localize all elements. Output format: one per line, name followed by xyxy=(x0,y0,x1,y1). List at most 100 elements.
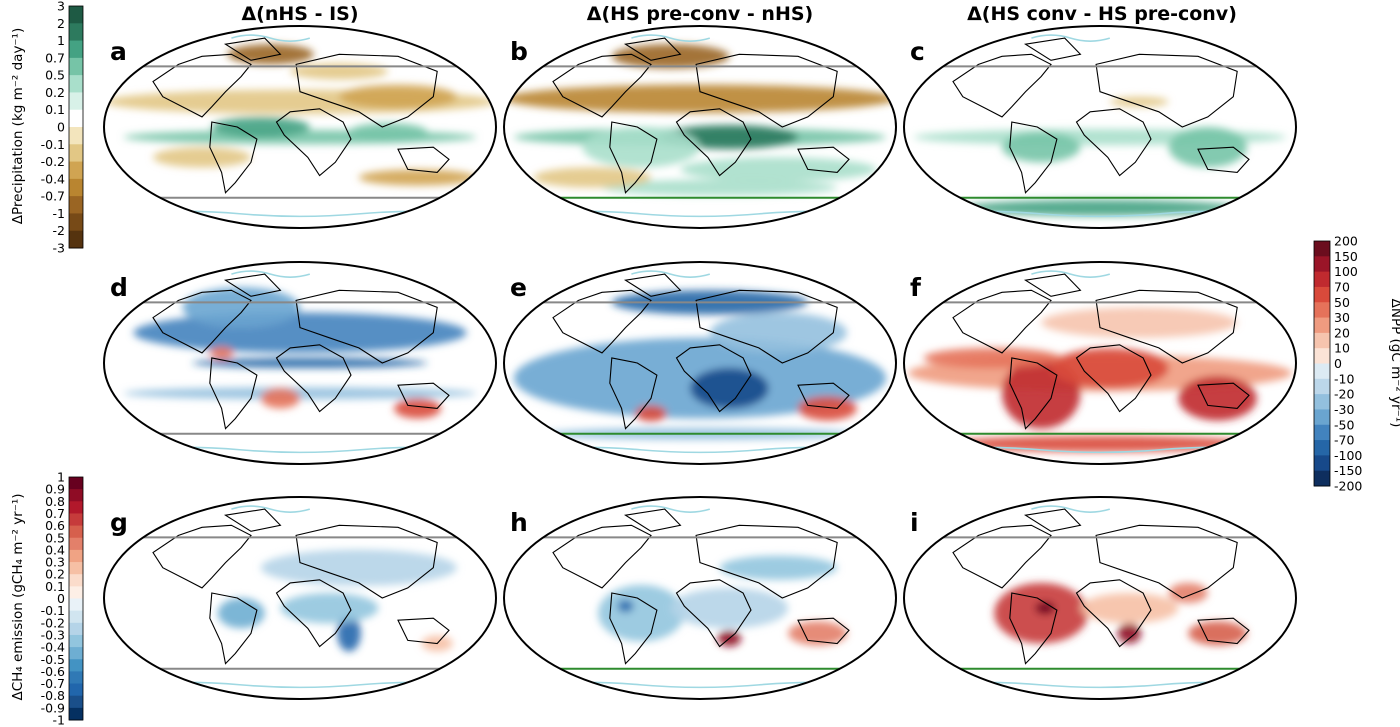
colorbar-swatch xyxy=(69,57,83,76)
ice-sheet-outline xyxy=(1031,505,1111,513)
map-panel xyxy=(104,26,496,228)
colorbar-swatch xyxy=(1314,302,1330,319)
colorbar-swatch xyxy=(69,92,83,111)
colorbar-tick-label: 3 xyxy=(57,0,65,14)
coastline xyxy=(295,53,438,128)
anomaly-field xyxy=(1178,376,1257,421)
coastline xyxy=(609,357,658,430)
anomaly-field xyxy=(617,600,634,613)
coastline xyxy=(1009,357,1058,430)
colorbar-swatch xyxy=(1314,470,1330,487)
colorbar-swatch xyxy=(1314,409,1330,426)
anomaly-field xyxy=(788,621,847,646)
map-panel xyxy=(104,497,496,699)
colorbar-tick-label: -200 xyxy=(1334,479,1362,494)
colorbar-tick-label: 0.6 xyxy=(45,518,65,533)
colorbar-tick-label: 0 xyxy=(57,120,65,135)
coastline xyxy=(397,146,450,173)
map-panels: a b c d e f g h i xyxy=(103,25,1297,700)
panel-label: b xyxy=(510,37,528,66)
anomaly-field xyxy=(153,147,251,168)
anomaly-field xyxy=(798,396,857,421)
map-frame xyxy=(503,25,897,229)
coastline xyxy=(275,579,352,648)
map-frame xyxy=(103,25,497,229)
colorbar-swatch xyxy=(1314,241,1330,257)
colorbar-swatch xyxy=(69,586,83,599)
colorbar-tick-label: 50 xyxy=(1334,295,1350,310)
column-title-3: Δ(HS conv - HS pre-conv) xyxy=(967,3,1237,25)
coastline xyxy=(209,592,258,665)
ice-sheet-outline xyxy=(231,505,311,513)
map-frame xyxy=(103,496,497,700)
colorbar-swatch xyxy=(69,230,83,249)
coastline xyxy=(797,146,850,173)
colorbar-swatch xyxy=(69,40,83,59)
colorbar-swatch xyxy=(69,109,83,128)
colorbar-tick-label: -50 xyxy=(1334,417,1354,432)
map-frame xyxy=(903,496,1297,700)
anomaly-field xyxy=(227,44,314,65)
colorbar-swatch xyxy=(69,513,83,527)
colorbar-swatch xyxy=(1314,256,1330,273)
colorbar-swatch xyxy=(69,634,83,648)
colorbar-swatch xyxy=(69,598,83,612)
colorbar-swatch xyxy=(69,610,83,624)
panel-label: a xyxy=(110,37,127,66)
panel-label: e xyxy=(510,273,527,302)
colorbar-tick-label: -0.6 xyxy=(41,664,65,679)
coastline xyxy=(952,289,1052,354)
colorbar-swatch xyxy=(1314,363,1330,380)
colorbar-tick-label: -0.7 xyxy=(41,676,65,691)
coastline xyxy=(223,37,282,61)
map-panel xyxy=(104,262,496,464)
coastline xyxy=(675,108,752,177)
map-frame xyxy=(503,261,897,465)
colorbar-tick-label: 10 xyxy=(1334,341,1350,356)
colorbar-tick-label: 100 xyxy=(1334,264,1358,279)
anomaly-field xyxy=(349,122,428,142)
colorbar-npp-title: ΔNPP (gC m⁻² yr⁻¹) xyxy=(1388,299,1400,428)
coastline xyxy=(223,273,282,297)
anomaly-field xyxy=(962,199,1238,216)
map-panel xyxy=(504,497,896,699)
colorbar-swatch xyxy=(69,549,83,563)
anomaly-field xyxy=(211,116,310,138)
anomaly-field xyxy=(280,592,379,624)
colorbar-tick-label: 1 xyxy=(57,33,65,48)
anomaly-field xyxy=(1117,623,1142,644)
coastline xyxy=(1009,592,1058,665)
anomaly-field xyxy=(260,388,300,409)
colorbar-swatch xyxy=(69,6,83,24)
map-panel xyxy=(504,262,896,464)
column-title-1: Δ(nHS - IS) xyxy=(241,3,358,25)
anomaly-field xyxy=(719,555,838,580)
coastline xyxy=(275,344,352,413)
anomaly-field xyxy=(598,584,685,642)
colorbar-tick-label: 200 xyxy=(1334,234,1358,249)
coastline xyxy=(609,592,658,665)
colorbar-tick-label: 20 xyxy=(1334,325,1350,340)
colorbar-tick-label: 0.3 xyxy=(45,555,65,570)
colorbar-swatch xyxy=(1314,286,1330,303)
colorbar-swatch xyxy=(69,525,83,539)
colorbar-tick-label: 1 xyxy=(57,470,65,485)
colorbar-swatch xyxy=(1314,348,1330,364)
colorbar-tick-label: 70 xyxy=(1334,279,1350,294)
coastline xyxy=(1009,121,1058,194)
colorbar-swatch xyxy=(1314,440,1330,456)
coastline xyxy=(623,37,682,61)
colorbar-tick-label: -0.9 xyxy=(41,700,65,715)
anomaly-field xyxy=(209,346,234,359)
colorbar-ch4: 10.90.80.70.60.50.40.30.20.10-0.1-0.2-0.… xyxy=(41,470,84,727)
map-frame xyxy=(503,496,897,700)
panel-label: c xyxy=(910,37,925,66)
map-frame xyxy=(903,25,1297,229)
colorbar-swatch xyxy=(1314,394,1330,410)
coastline xyxy=(952,524,1052,589)
coastline xyxy=(295,289,438,364)
coastline xyxy=(275,108,352,177)
coastline xyxy=(1095,524,1238,599)
anomaly-field xyxy=(670,587,789,629)
